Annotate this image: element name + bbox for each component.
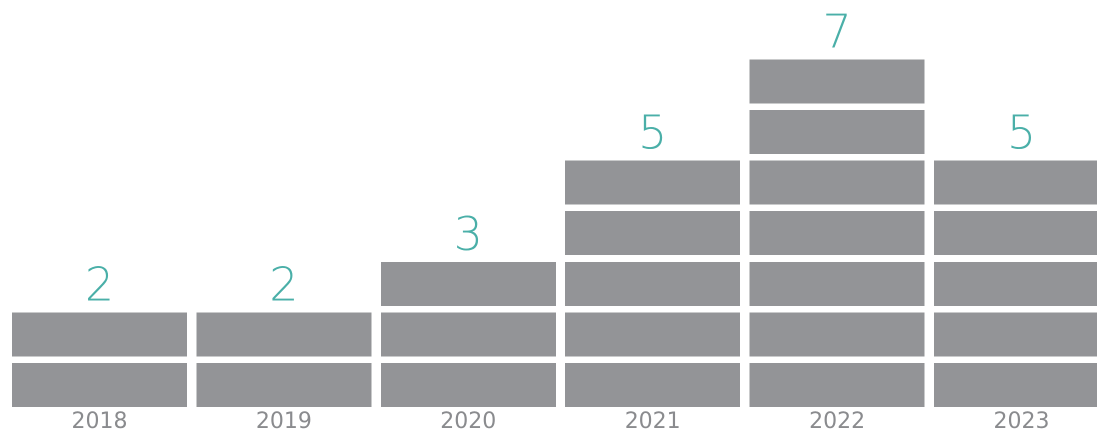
- bar-block-2022-5: [749, 160, 925, 205]
- value-label-2019: 2: [269, 257, 298, 311]
- bar-block-2020-1: [380, 363, 556, 407]
- bar-block-2021-5: [565, 160, 741, 205]
- x-tick-label-2022: 2022: [809, 409, 865, 434]
- bar-block-2018-2: [12, 312, 187, 357]
- bar-block-2022-6: [749, 110, 925, 154]
- value-label-2020: 3: [454, 207, 483, 261]
- bar-block-2022-4: [749, 211, 925, 256]
- bar-block-2018-1: [12, 363, 187, 407]
- x-tick-label-2023: 2023: [994, 409, 1050, 434]
- x-tick-label-2018: 2018: [72, 409, 128, 434]
- bar-block-2023-3: [934, 261, 1097, 306]
- bar-block-2021-4: [565, 211, 741, 256]
- x-tick-label-2021: 2021: [625, 409, 681, 434]
- bar-block-2019-2: [196, 312, 372, 357]
- bar-block-2022-3: [749, 261, 925, 306]
- bar-block-2022-1: [749, 363, 925, 407]
- bar-block-2020-2: [380, 312, 556, 357]
- bar-block-2023-1: [934, 363, 1097, 407]
- value-label-2022: 7: [822, 4, 851, 58]
- bar-block-2021-1: [565, 363, 741, 407]
- bar-block-2020-3: [380, 261, 556, 306]
- bar-block-2021-2: [565, 312, 741, 357]
- x-axis-tick-labels: 2018 2019 2020 2021 2022 2023: [72, 409, 1050, 434]
- x-tick-label-2020: 2020: [440, 409, 496, 434]
- bar-block-2023-5: [934, 160, 1097, 205]
- bar-block-2023-2: [934, 312, 1097, 357]
- bar-blocks: [12, 59, 1097, 407]
- bar-block-2023-4: [934, 211, 1097, 256]
- bar-block-2019-1: [196, 363, 372, 407]
- value-labels: 2 2 3 5 7 5: [85, 4, 1036, 311]
- value-label-2021: 5: [638, 106, 667, 160]
- x-tick-label-2019: 2019: [256, 409, 312, 434]
- bar-block-2021-3: [565, 261, 741, 306]
- value-label-2023: 5: [1007, 106, 1036, 160]
- bar-block-2022-2: [749, 312, 925, 357]
- bar-block-2022-7: [749, 59, 925, 104]
- value-label-2018: 2: [85, 257, 114, 311]
